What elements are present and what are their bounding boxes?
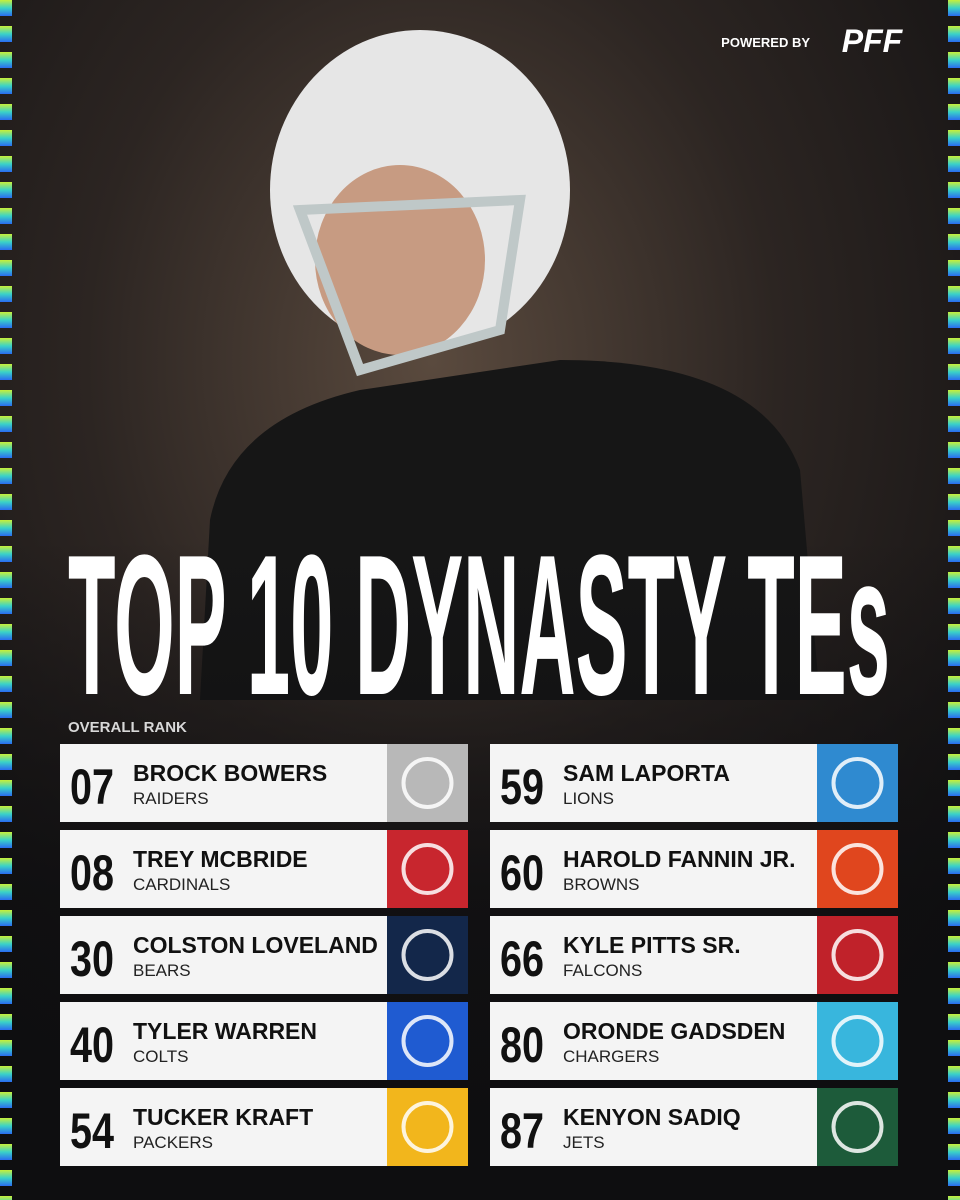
team-name: BEARS: [133, 961, 191, 980]
left-stripes: [0, 0, 12, 1200]
player-row: 40 TYLER WARREN COLTS: [60, 1002, 468, 1080]
player-name: HAROLD FANNIN JR.: [563, 846, 796, 872]
rank: 30: [70, 931, 114, 987]
player-row: 30 COLSTON LOVELAND BEARS: [60, 916, 468, 994]
team-logo-mark: [401, 757, 454, 809]
rank: 40: [70, 1017, 114, 1073]
team-logo-mark: [831, 1101, 884, 1153]
player-row: 59 SAM LAPORTA LIONS: [490, 744, 898, 822]
player-name: KYLE PITTS SR.: [563, 932, 741, 958]
team-logo-mark: [831, 929, 884, 981]
brand-logo: PFF: [842, 23, 904, 59]
rank: 08: [70, 845, 114, 901]
team-logo: [387, 916, 468, 994]
player-name: TYLER WARREN: [133, 1018, 317, 1044]
team-name: CHARGERS: [563, 1047, 659, 1066]
rank: 66: [500, 931, 544, 987]
rank: 54: [70, 1103, 114, 1159]
rank: 87: [500, 1103, 544, 1159]
player-row: 07 BROCK BOWERS RAIDERS: [60, 744, 468, 822]
team-name: CARDINALS: [133, 875, 230, 894]
player-name: ORONDE GADSDEN: [563, 1018, 785, 1044]
powered-by: POWERED BY: [721, 35, 810, 50]
player-name: SAM LAPORTA: [563, 760, 730, 786]
player-row: 80 ORONDE GADSDEN CHARGERS: [490, 1002, 898, 1080]
rank: 60: [500, 845, 544, 901]
rank: 80: [500, 1017, 544, 1073]
player-list: 07 BROCK BOWERS RAIDERS 08 TREY MCBRIDE CARDI…: [60, 744, 898, 1166]
team-name: RAIDERS: [133, 789, 209, 808]
team-logo-mark: [831, 757, 884, 809]
team-logo: [817, 1088, 898, 1166]
team-logo: [387, 1002, 468, 1080]
team-name: BROWNS: [563, 875, 640, 894]
team-logo: [817, 744, 898, 822]
team-logo: [817, 1002, 898, 1080]
team-logo: [387, 1088, 468, 1166]
team-logo-mark: [401, 929, 454, 981]
team-logo: [817, 916, 898, 994]
team-logo: [817, 830, 898, 908]
right-stripes: [948, 0, 960, 1200]
player-row: 60 HAROLD FANNIN JR. BROWNS: [490, 830, 898, 908]
team-name: LIONS: [563, 789, 614, 808]
team-logo: [387, 830, 468, 908]
team-logo-mark: [831, 1015, 884, 1067]
team-name: PACKERS: [133, 1133, 213, 1152]
player-row: 54 TUCKER KRAFT PACKERS: [60, 1088, 468, 1166]
team-name: FALCONS: [563, 961, 642, 980]
team-logo-mark: [401, 843, 454, 895]
player-row: 08 TREY MCBRIDE CARDINALS: [60, 830, 468, 908]
player-name: KENYON SADIQ: [563, 1104, 741, 1130]
team-logo-mark: [401, 1015, 454, 1067]
team-name: COLTS: [133, 1047, 188, 1066]
player-name: COLSTON LOVELAND: [133, 932, 378, 958]
rank: 07: [70, 759, 114, 815]
title: TOP 10 DYNASTY TEs: [68, 514, 890, 737]
player-row: 66 KYLE PITTS SR. FALCONS: [490, 916, 898, 994]
rank: 59: [500, 759, 544, 815]
player-name: TUCKER KRAFT: [133, 1104, 313, 1130]
player-name: BROCK BOWERS: [133, 760, 327, 786]
team-logo-mark: [831, 843, 884, 895]
player-name: TREY MCBRIDE: [133, 846, 308, 872]
subtitle: OVERALL RANK: [68, 719, 187, 736]
team-name: JETS: [563, 1133, 605, 1152]
team-logo-mark: [401, 1101, 454, 1153]
team-logo: [387, 744, 468, 822]
player-row: 87 KENYON SADIQ JETS: [490, 1088, 898, 1166]
